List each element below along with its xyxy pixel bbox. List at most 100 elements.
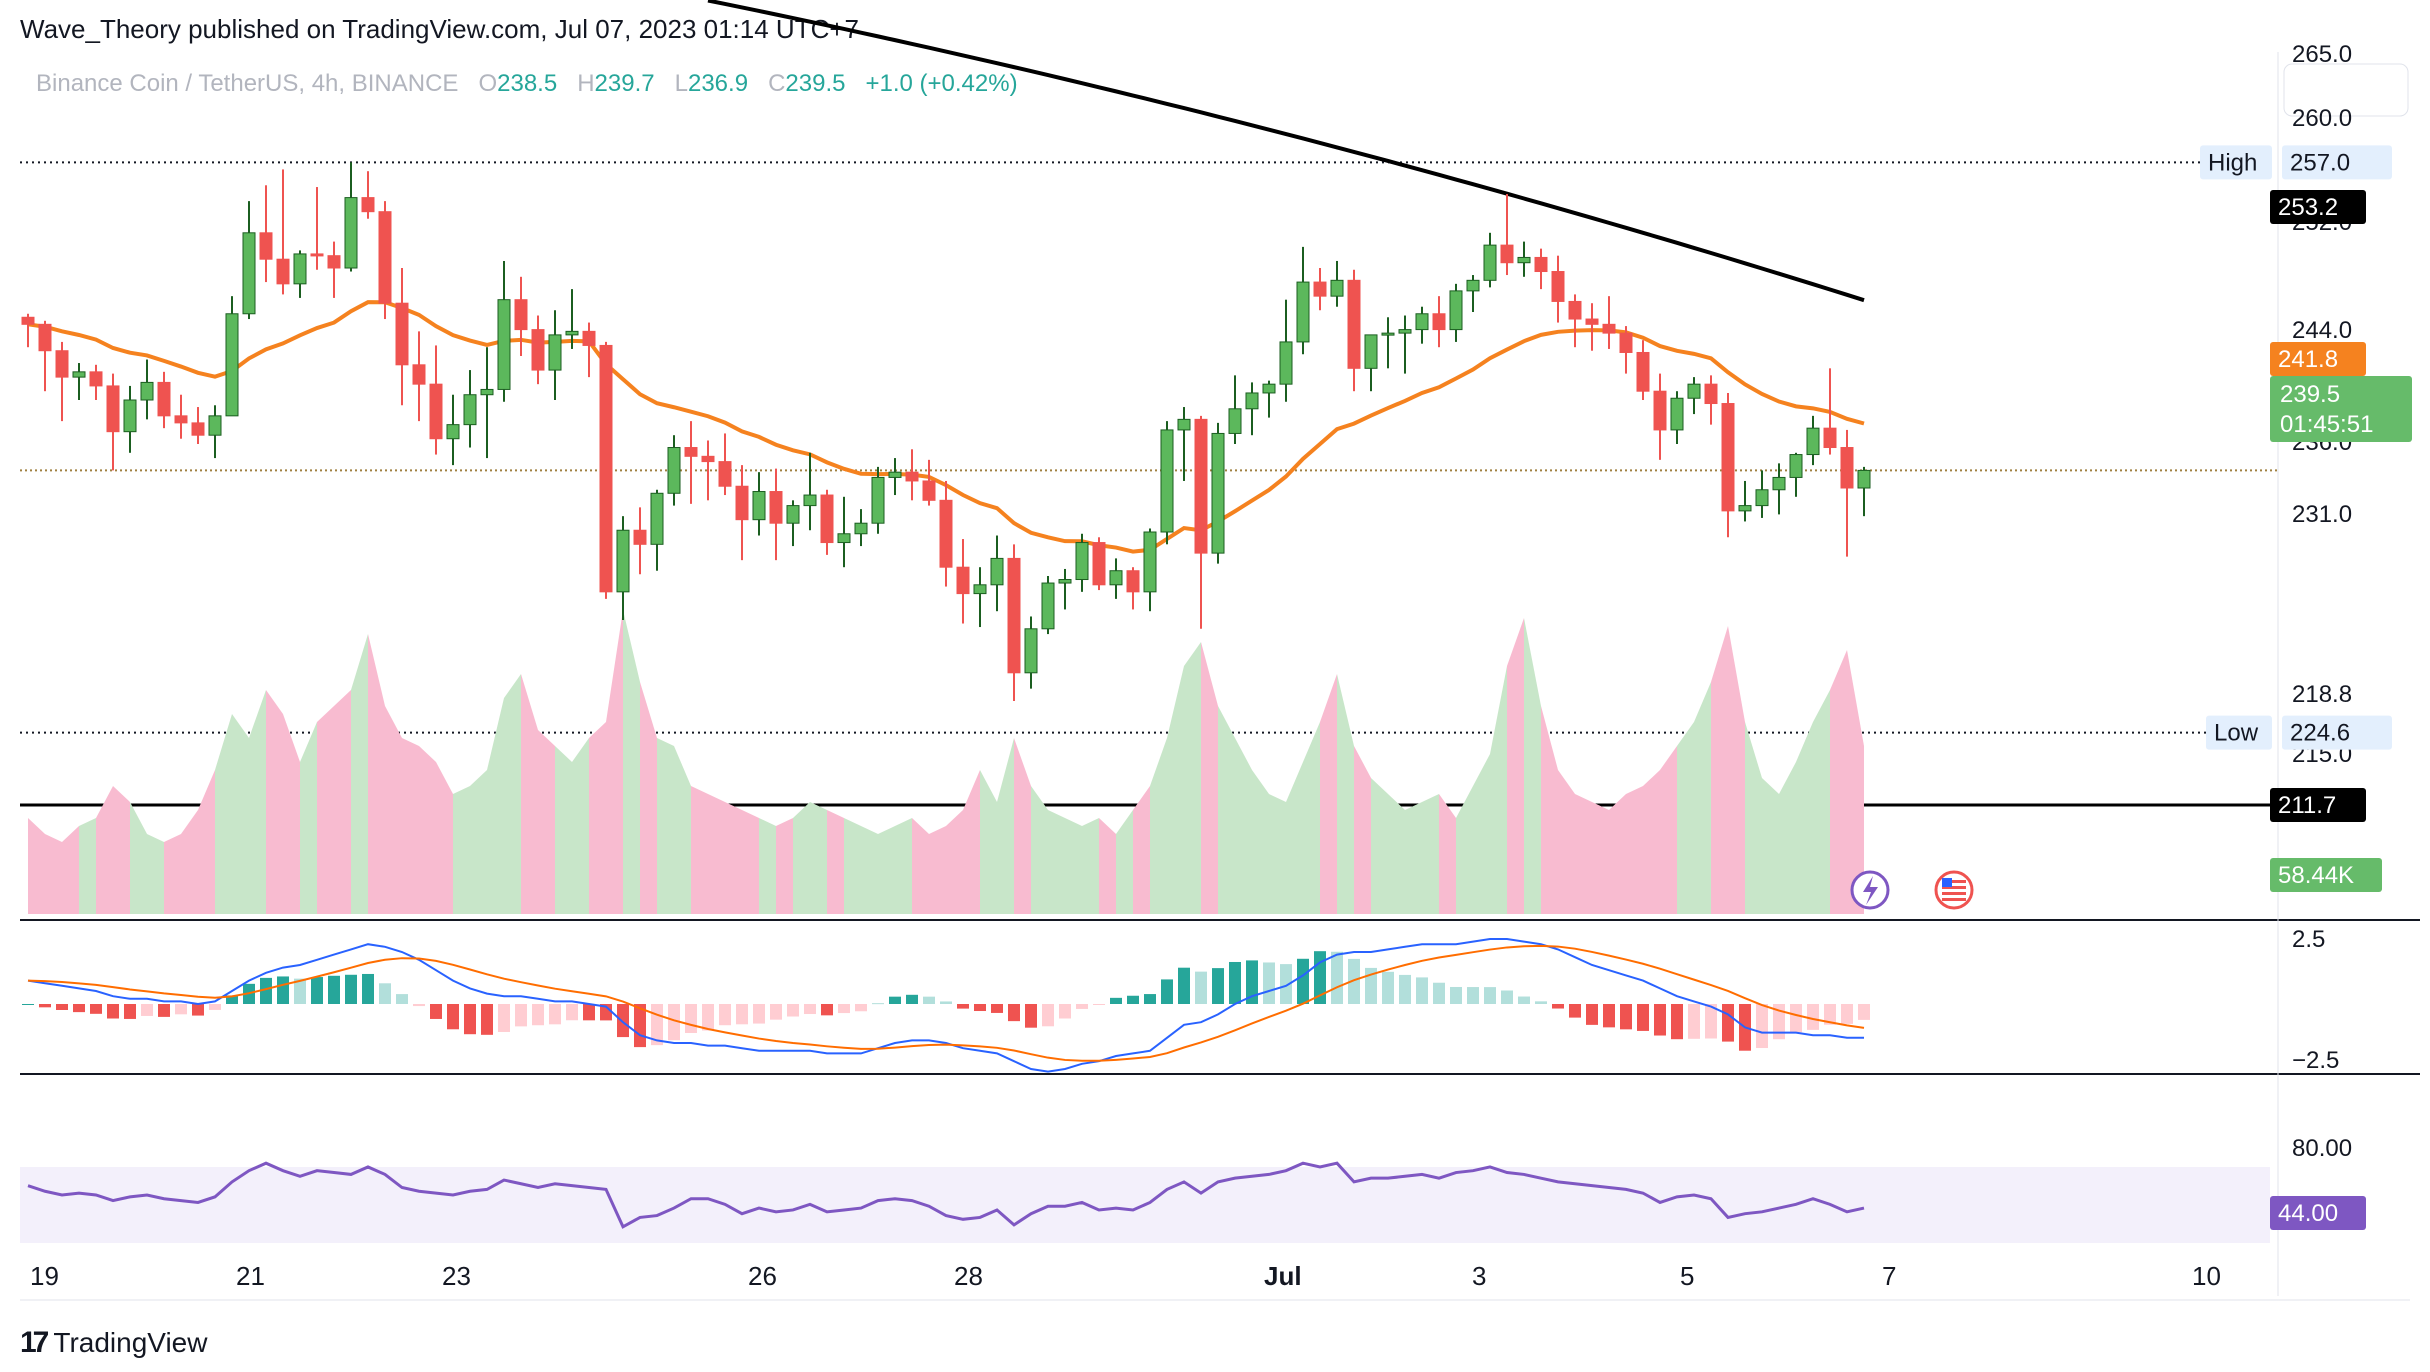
- volume-area: [181, 810, 198, 914]
- volume-area: [708, 794, 725, 914]
- us-flag-icon[interactable]: [1934, 870, 1974, 910]
- volume-area: [1711, 626, 1728, 914]
- macd-histogram-bar: [1297, 958, 1309, 1004]
- candle: [1024, 616, 1038, 689]
- volume-area: [1558, 770, 1575, 914]
- candle-body: [463, 394, 477, 426]
- macd-histogram-bar: [1586, 1004, 1598, 1025]
- candle: [1092, 537, 1106, 591]
- candle: [327, 241, 341, 298]
- candle-body: [208, 415, 222, 436]
- macd-histogram-bar: [90, 1004, 102, 1014]
- candle: [429, 345, 443, 455]
- candle: [310, 187, 324, 270]
- macd-histogram-bar: [1382, 971, 1394, 1004]
- candle-body: [1347, 279, 1361, 369]
- high-value: 239.7: [594, 70, 655, 97]
- candle-body: [1296, 281, 1310, 343]
- candle-body: [1245, 392, 1259, 410]
- candle: [1041, 576, 1055, 635]
- volume-area: [623, 610, 640, 914]
- macd-histogram-bar: [1229, 961, 1241, 1004]
- candle: [412, 331, 426, 422]
- volume-area: [215, 714, 232, 914]
- candle-body: [1721, 403, 1735, 512]
- volume-area: [1541, 706, 1558, 914]
- macd-histogram-bar: [872, 1003, 884, 1005]
- sma-price-tag-text: 253.2: [2278, 194, 2338, 221]
- volume-area: [1235, 738, 1252, 914]
- candle-body: [1806, 427, 1820, 456]
- macd-histogram-bar: [1195, 971, 1207, 1004]
- volume-area: [470, 770, 487, 914]
- volume-area: [929, 826, 946, 914]
- candle-body: [1653, 390, 1667, 431]
- macd-line: [27, 938, 1864, 1073]
- candle: [871, 466, 885, 534]
- lightning-icon[interactable]: [1850, 870, 1890, 910]
- candle: [752, 472, 766, 536]
- volume-area: [1592, 802, 1609, 914]
- macd-histogram-bar: [991, 1004, 1003, 1013]
- candle: [1211, 422, 1225, 564]
- candle: [242, 201, 256, 320]
- volume-area: [1150, 738, 1167, 914]
- volume-tag-bg: [2270, 858, 2382, 892]
- candle-body: [1194, 418, 1208, 554]
- macd-histogram-bar: [481, 1004, 493, 1035]
- volume-area: [1031, 786, 1048, 914]
- low-price-tag: 224.6: [2282, 715, 2392, 750]
- candle-body: [1126, 570, 1140, 593]
- macd-tick: 2.5: [2292, 926, 2325, 953]
- volume-area: [283, 714, 300, 914]
- volume-area: [1099, 818, 1116, 914]
- volume-area: [79, 818, 96, 914]
- high-tag: High: [2200, 145, 2272, 180]
- candle: [922, 459, 936, 506]
- volume-area: [742, 810, 759, 914]
- tradingview-brand[interactable]: 17 TradingView: [20, 1326, 207, 1360]
- time-tick: 3: [1472, 1261, 1486, 1291]
- candle: [1432, 296, 1446, 348]
- volume-area: [1677, 722, 1694, 914]
- macd-histogram-bar: [617, 1004, 629, 1038]
- line-price-tag-bg: [2270, 788, 2366, 822]
- candle: [157, 371, 171, 429]
- sma-line: [707, 0, 1865, 303]
- candle-body: [599, 344, 613, 593]
- macd-histogram-bar: [940, 1001, 952, 1004]
- sma-price-tag: 253.2: [2270, 190, 2366, 224]
- rsi-value-tag-text: 44.00: [2278, 1200, 2338, 1227]
- macd-histogram-bar: [889, 996, 901, 1004]
- candle: [293, 250, 307, 298]
- macd-histogram-bar: [209, 1004, 221, 1010]
- macd-histogram-bar: [277, 976, 289, 1004]
- volume-tag: 58.44K: [2270, 858, 2382, 892]
- macd-histogram-bar: [1807, 1004, 1819, 1030]
- volume-area: [674, 746, 691, 914]
- time-tick: 7: [1882, 1261, 1896, 1291]
- low-price-tag-bg: [2282, 715, 2392, 750]
- candle: [55, 341, 69, 422]
- candle-body: [1330, 279, 1344, 297]
- macd-histogram-bar: [1552, 1004, 1564, 1009]
- volume-area: [827, 810, 844, 914]
- last-price-tag: 239.5 01:45:51: [2270, 376, 2412, 442]
- candle: [514, 276, 528, 356]
- volume-area: [113, 786, 130, 914]
- rsi-value-tag: 44.00: [2270, 1196, 2366, 1230]
- volume-area: [555, 746, 572, 914]
- volume-area: [45, 834, 62, 914]
- candle-body: [854, 522, 868, 535]
- time-tick: 10: [2192, 1261, 2221, 1291]
- macd-histogram-bar: [549, 1004, 561, 1025]
- time-tick: 19: [30, 1261, 59, 1291]
- open-label: O: [478, 70, 498, 97]
- volume-area: [1337, 674, 1354, 914]
- candle: [123, 385, 137, 453]
- candle: [1721, 392, 1735, 538]
- candle-body: [769, 491, 783, 524]
- symbol-label[interactable]: Binance Coin / TetherUS, 4h, BINANCE: [36, 70, 459, 97]
- chart-settings-button[interactable]: [2283, 63, 2409, 117]
